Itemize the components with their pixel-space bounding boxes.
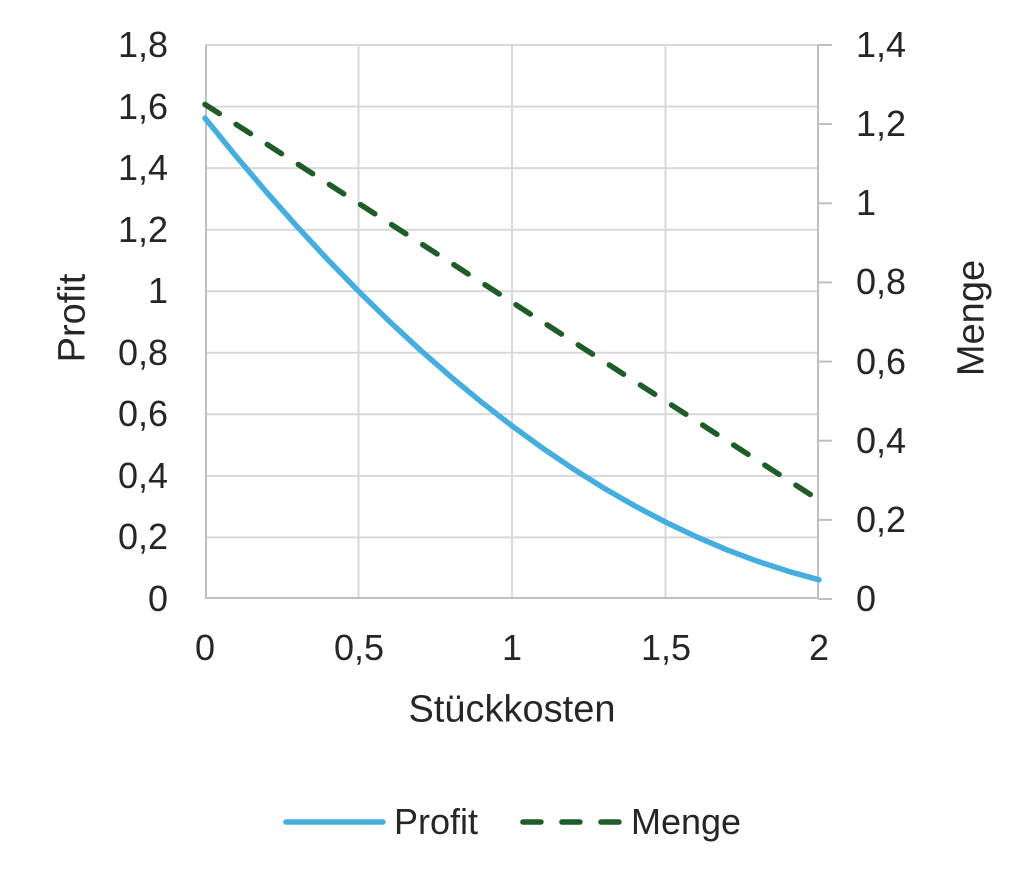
right-axis-tick-label: 0,6 (856, 341, 907, 382)
x-axis-tick-label: 1,5 (640, 627, 692, 668)
left-axis-tick-label: 1,8 (117, 24, 168, 65)
left-axis-tick-label: 1,2 (117, 209, 168, 250)
x-axis-title: Stückkosten (408, 688, 616, 731)
left-axis-tick-label: 0 (147, 578, 168, 619)
right-axis-tick-label: 0,4 (856, 420, 907, 461)
x-axis-tick-label: 2 (808, 627, 830, 668)
profit-line (202, 115, 822, 583)
left-axis-tick-label: 0,2 (117, 516, 168, 557)
left-axis-tick-label: 1 (147, 270, 168, 311)
left-axis-tick-label: 0,4 (117, 455, 168, 496)
legend-entry-profit: Profit (283, 801, 478, 843)
right-axis-tick-label: 1,4 (856, 24, 907, 65)
legend-entry-menge: Menge (520, 801, 741, 843)
legend: Profit Menge (283, 801, 741, 843)
right-axis-tick-label: 0,2 (856, 499, 907, 540)
right-axis-tick-label: 1,2 (856, 103, 907, 144)
legend-label-profit: Profit (393, 801, 478, 842)
right-axis-tick-label: 0,8 (856, 261, 907, 302)
right-axis-tick-label: 1 (856, 182, 877, 223)
x-axis-tick-label: 0 (194, 627, 216, 668)
left-axis-tick-label: 1,6 (117, 86, 168, 127)
legend-swatch-menge (520, 819, 623, 825)
menge-line (202, 101, 822, 503)
x-axis-tick-label: 1 (501, 627, 523, 668)
legend-swatch-profit (283, 819, 386, 825)
left-axis-tick-label: 1,4 (117, 147, 168, 188)
left-axis-tick-label: 0,8 (117, 332, 168, 373)
right-axis-tick-label: 0 (856, 578, 877, 619)
left-axis-tick-label: 0,6 (117, 393, 168, 434)
x-axis-tick-label: 0,5 (333, 627, 385, 668)
legend-label-menge: Menge (630, 801, 742, 842)
plot-area (202, 44, 832, 600)
